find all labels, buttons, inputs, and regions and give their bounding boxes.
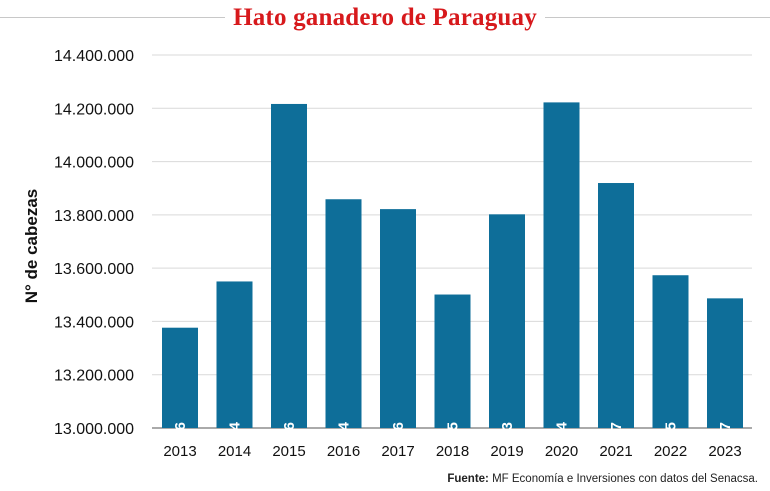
bar-2023 [707,298,743,428]
y-tick-label: 13.200.000 [54,368,134,385]
x-tick-label: 2017 [381,443,414,460]
x-tick-label: 2022 [654,443,687,460]
grid-layer [152,54,752,429]
x-tick-label: 2015 [272,443,305,460]
source-label: Fuente: [447,473,489,485]
x-tick-label: 2021 [599,443,632,460]
bar-value-label: 13.500.965 [445,422,462,491]
bar-value-label: 13.486.617 [717,422,734,491]
bar-2018 [434,294,471,428]
bar-value-label: 13.573.375 [663,422,680,491]
source-text: MF Economía e Inversiones con datos del … [492,473,758,485]
bar-value-label: 13.821.526 [390,422,407,491]
bar-value-label: 13.858.584 [336,421,353,491]
y-tick-label: 14.200.000 [54,101,134,118]
x-tick-labels: 2013 2014 2015 2016 2017 2018 2019 2020 2021 2022… [163,443,741,460]
y-tick-label: 13.800.000 [54,208,134,225]
y-tick-label: 13.400.000 [54,314,134,331]
y-axis-label: N° de cabezas [22,189,41,304]
x-tick-label: 2013 [163,443,196,460]
y-tick-label: 14.000.000 [54,155,134,172]
chart-title: Hato ganadero de Paraguay [0,4,770,32]
x-tick-label: 2018 [436,443,469,460]
bar-value-label: 14.216.256 [281,422,298,491]
bar-value-label: 13.801.993 [499,422,516,491]
bar-2015 [271,103,307,428]
source-note: Fuente: MF Economía e Inversiones con da… [447,473,758,485]
bars-layer: 13.376.456 13.550.034 14.216.256 13.858.584… [162,102,743,491]
bar-2019 [489,214,525,428]
bar-value-label: 13.550.034 [227,421,244,491]
x-tick-label: 2023 [708,443,741,460]
y-tick-label: 13.600.000 [54,261,134,278]
bar-2016 [325,199,362,428]
bar-value-label: 14.222.124 [554,421,571,491]
x-tick-label: 2014 [218,443,251,460]
bar-value-label: 13.376.456 [172,422,189,491]
x-tick-label: 2020 [545,443,578,460]
bar-value-label: 13.919.507 [608,422,625,491]
chart-title-text: Hato ganadero de Paraguay [225,4,545,31]
bar-2022 [652,275,689,428]
bar-2013 [162,327,198,428]
bar-2020 [543,102,580,429]
bar-2017 [380,209,416,428]
bar-2021 [598,183,634,428]
y-tick-labels: 13.000.000 13.200.000 13.400.000 13.600.000… [54,48,134,438]
x-tick-label: 2016 [327,443,360,460]
y-tick-label: 14.400.000 [54,48,134,65]
title-rule-right [540,17,770,18]
bar-2014 [216,281,253,428]
x-tick-label: 2019 [490,443,523,460]
y-tick-label: 13.000.000 [54,421,134,438]
title-rule-left [0,17,230,18]
